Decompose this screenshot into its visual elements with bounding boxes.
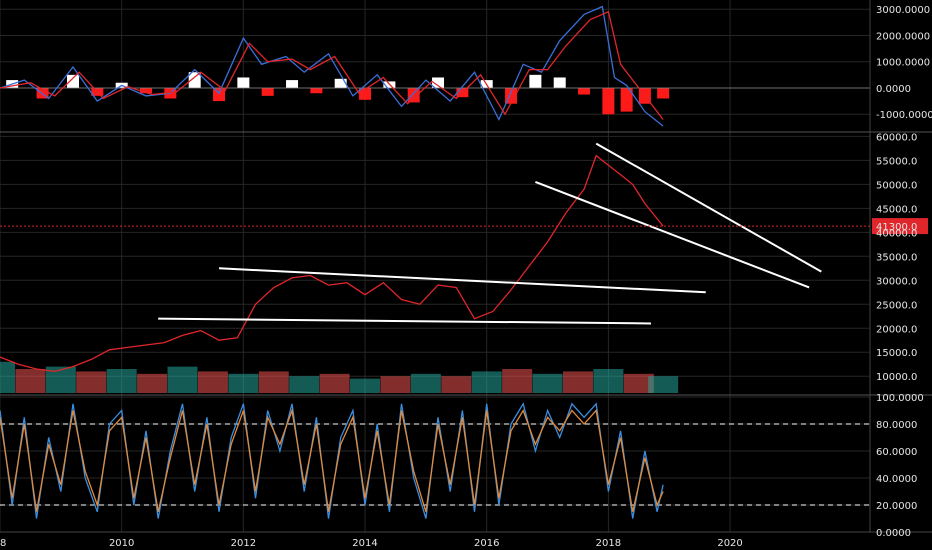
- histogram-bar: [359, 87, 372, 100]
- y-tick-label: 15000.0: [876, 348, 917, 359]
- histogram-bar: [620, 87, 633, 112]
- trendline: [218, 267, 706, 294]
- volume-bar: [228, 373, 259, 393]
- histogram-bar: [529, 74, 542, 88]
- histogram-bar: [578, 87, 591, 95]
- y-tick-label: 60000.0: [876, 132, 917, 143]
- trendline: [158, 317, 651, 325]
- volume-bar: [380, 376, 411, 393]
- y-tick-label: 60.0000: [876, 447, 917, 458]
- y-tick-label: 20.0000: [876, 501, 917, 512]
- macd-panel[interactable]: [0, 5, 870, 127]
- volume-bar: [502, 369, 533, 393]
- volume-bar: [471, 371, 502, 393]
- x-tick-label: 2010: [109, 538, 134, 549]
- volume-bar: [623, 373, 654, 393]
- volume-bar: [289, 376, 320, 393]
- x-tick-label: 2020: [717, 538, 742, 549]
- last-price-label: 41300.0: [876, 222, 917, 233]
- x-axis: 08 2010 2012 2014 2016 2018 2020: [0, 538, 743, 549]
- trendline: [595, 142, 822, 273]
- histogram-bar: [261, 87, 274, 96]
- x-tick-label: 08: [0, 538, 6, 549]
- histogram-bar: [602, 87, 615, 115]
- volume-bar: [15, 369, 46, 393]
- x-tick-label: 2018: [596, 538, 621, 549]
- y-tick-label: 2000.0000: [876, 31, 930, 42]
- volume-bar: [319, 373, 350, 393]
- histogram-bar: [553, 77, 566, 88]
- y-tick-label: 25000.0: [876, 300, 917, 311]
- histogram-bar: [188, 72, 201, 88]
- trendline: [535, 181, 810, 289]
- volume-bar: [106, 369, 137, 393]
- histogram-bar: [67, 74, 80, 88]
- stochastic-panel[interactable]: [0, 402, 870, 519]
- y-tick-label: 20000.0: [876, 324, 917, 335]
- volume-bar: [0, 361, 15, 393]
- y-tick-label: 40.0000: [876, 474, 917, 485]
- histogram-bar: [334, 78, 347, 88]
- series-line: [0, 154, 664, 373]
- volume-bar: [137, 373, 168, 393]
- y-tick-label: 3000.0000: [876, 5, 930, 16]
- histogram-bar: [237, 77, 250, 88]
- y-tick-label: 45000.0: [876, 204, 917, 215]
- y-tick-label: 10000.0: [876, 372, 917, 383]
- histogram-bar: [432, 77, 445, 88]
- series-line: [0, 5, 664, 127]
- volume-bar: [532, 373, 563, 393]
- y-tick-label: 100.0000: [876, 393, 924, 404]
- volume-bar: [197, 371, 228, 393]
- y-tick-label: 0.0000: [876, 84, 911, 95]
- volume-bar: [593, 369, 624, 393]
- y-tick-label: 80.0000: [876, 420, 917, 431]
- series-line: [0, 407, 664, 512]
- y-tick-label: -1000.0000: [876, 110, 932, 121]
- volume-bar: [167, 366, 198, 393]
- y-tick-label: 50000.0: [876, 180, 917, 191]
- last-price-badge: [872, 218, 928, 235]
- volume-bar: [562, 371, 593, 393]
- histogram-bar: [310, 87, 323, 94]
- y-tick-label: 0.0000: [876, 528, 911, 539]
- x-tick-label: 2016: [474, 538, 499, 549]
- histogram-bar: [140, 87, 153, 94]
- x-tick-label: 2014: [352, 538, 377, 549]
- y-tick-label: 1000.0000: [876, 58, 930, 69]
- y-tick-label: 55000.0: [876, 156, 917, 167]
- histogram-bar: [407, 87, 420, 103]
- x-tick-label: 2012: [231, 538, 256, 549]
- histogram-bar: [213, 87, 226, 102]
- volume-bar: [441, 376, 472, 393]
- series-line: [0, 10, 664, 120]
- volume-bar: [410, 373, 441, 393]
- histogram-bar: [657, 87, 670, 99]
- volume-bar: [350, 378, 381, 393]
- price-panel[interactable]: 41300.0: [0, 142, 928, 393]
- volume-bar: [258, 371, 289, 393]
- panel-dividers[interactable]: [0, 0, 932, 533]
- y-tick-label: 40000.0: [876, 228, 917, 239]
- histogram-bar: [286, 80, 299, 88]
- volume-bar: [648, 376, 679, 393]
- y-axis: 3000.0000 2000.0000 1000.0000 0.0000 -1000.0…: [876, 5, 932, 539]
- volume-bar: [76, 371, 107, 393]
- y-tick-label: 30000.0: [876, 276, 917, 287]
- y-tick-label: 35000.0: [876, 252, 917, 263]
